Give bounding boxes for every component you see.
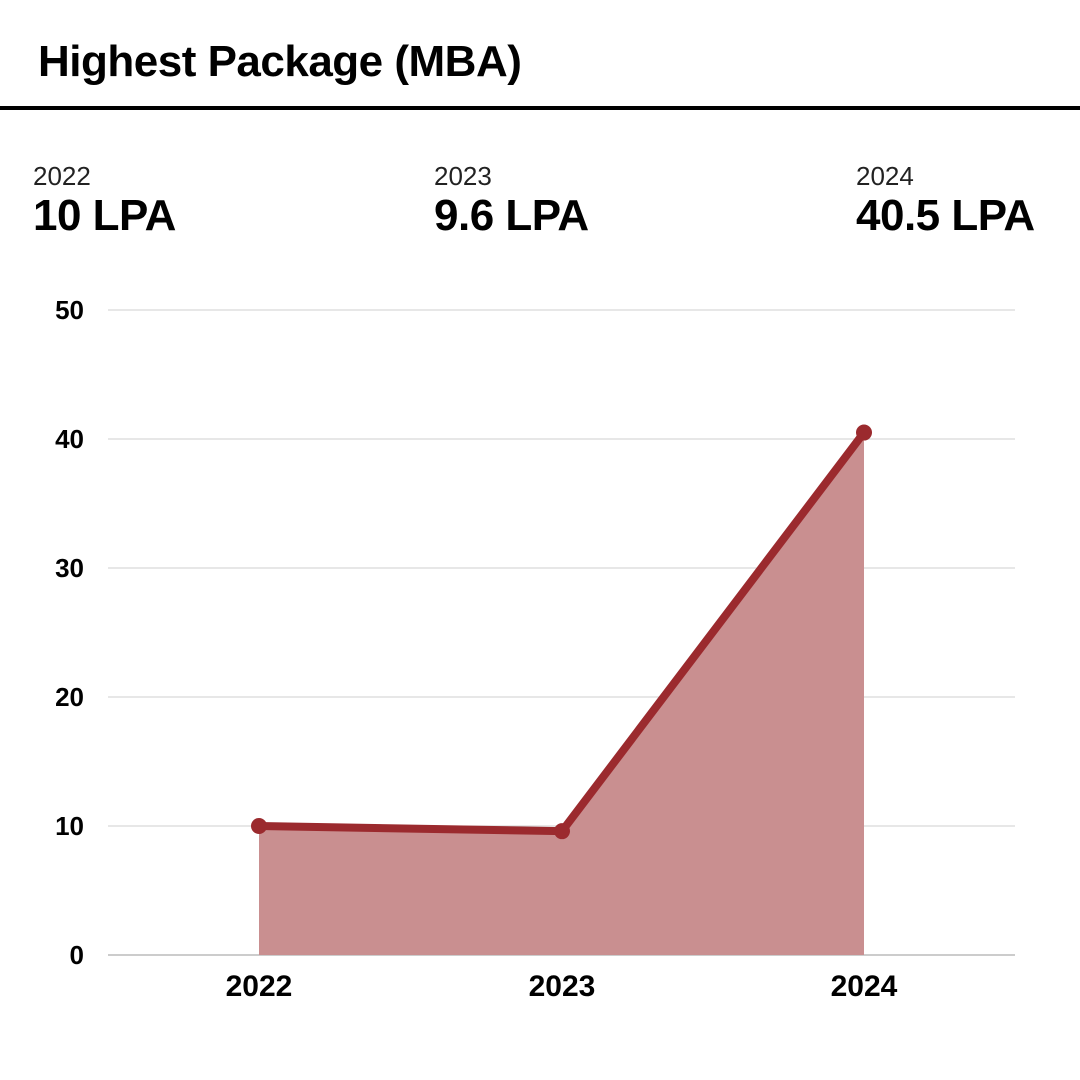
- data-point: [554, 823, 570, 840]
- summary-year: 2023: [434, 161, 492, 191]
- x-tick-label: 2022: [226, 970, 293, 1003]
- y-tick-label: 0: [70, 940, 84, 970]
- data-point: [856, 424, 872, 441]
- data-point: [251, 818, 267, 834]
- y-tick-label: 30: [55, 553, 84, 583]
- summary-2022: 2022 10 LPA: [33, 160, 176, 240]
- summary-value: 9.6 LPA: [434, 191, 589, 240]
- summary-2024: 2024 40.5 LPA: [856, 160, 1035, 240]
- y-tick-label: 20: [55, 682, 84, 712]
- summary-value: 40.5 LPA: [856, 191, 1035, 240]
- y-tick-label: 50: [55, 295, 84, 325]
- y-tick-label: 40: [55, 424, 84, 454]
- x-tick-label: 2023: [529, 970, 596, 1003]
- y-tick-label: 10: [55, 811, 84, 841]
- summary-value: 10 LPA: [33, 191, 176, 240]
- summary-year: 2024: [856, 161, 914, 191]
- area-fill: [259, 432, 864, 955]
- title-divider: [0, 106, 1080, 110]
- summary-year: 2022: [33, 161, 91, 191]
- summary-2023: 2023 9.6 LPA: [434, 160, 589, 240]
- chart-title: Highest Package (MBA): [38, 37, 522, 86]
- x-tick-label: 2024: [831, 970, 898, 1003]
